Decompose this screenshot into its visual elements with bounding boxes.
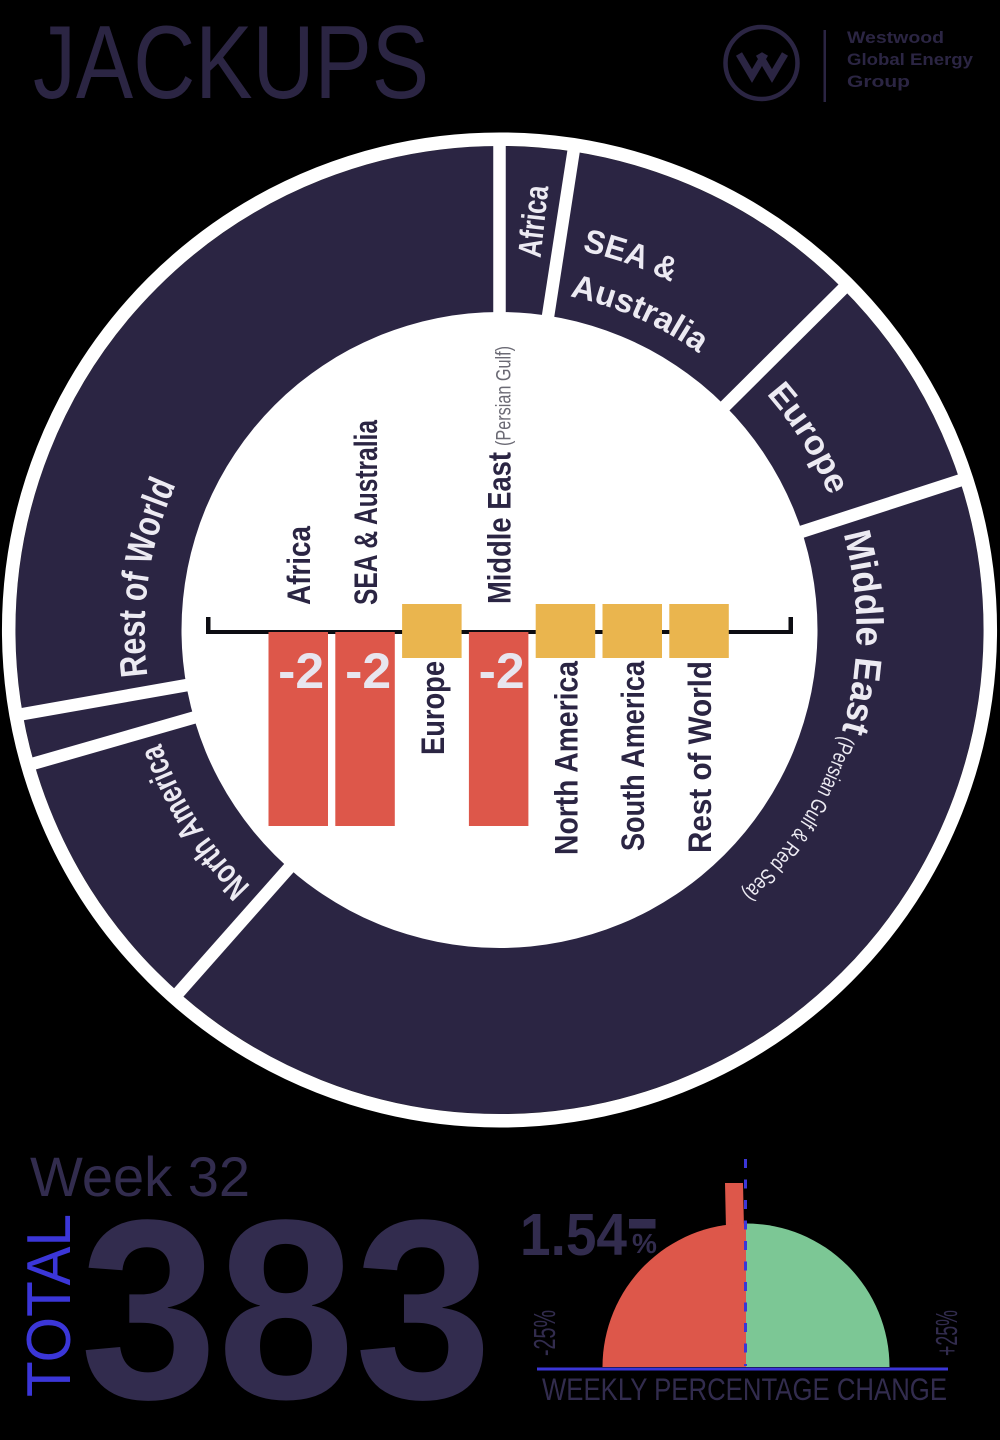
svg-text:1.54: 1.54	[520, 1202, 627, 1268]
svg-text:Rest of World: Rest of World	[682, 661, 718, 853]
svg-text:383: 383	[80, 1167, 492, 1440]
svg-text:Middle East(Persian Gulf): Middle East(Persian Gulf)	[482, 346, 518, 604]
svg-text:North America: North America	[549, 661, 585, 855]
svg-text:Westwood: Westwood	[847, 28, 944, 47]
svg-text:South America: South America	[615, 661, 651, 851]
svg-text:Group: Group	[847, 72, 910, 91]
svg-text:Week 32: Week 32	[30, 1145, 250, 1208]
svg-text:Africa: Africa	[281, 526, 317, 605]
svg-text:JACKUPS: JACKUPS	[33, 5, 429, 121]
svg-text:WEEKLY PERCENTAGE CHANGE: WEEKLY PERCENTAGE CHANGE	[542, 1371, 947, 1407]
svg-text:Europe: Europe	[415, 661, 451, 755]
svg-text:SEA & Australia: SEA & Australia	[348, 420, 384, 605]
svg-text:-2: -2	[479, 643, 525, 699]
svg-text:Africa: Africa	[511, 183, 556, 259]
svg-text:-2: -2	[278, 643, 324, 699]
svg-text:%: %	[632, 1228, 657, 1259]
svg-text:Global Energy: Global Energy	[847, 50, 974, 69]
svg-text:-2: -2	[345, 643, 391, 699]
svg-text:+25%: +25%	[929, 1310, 964, 1356]
svg-text:-25%: -25%	[527, 1310, 562, 1356]
svg-text:TOTAL: TOTAL	[15, 1214, 84, 1397]
